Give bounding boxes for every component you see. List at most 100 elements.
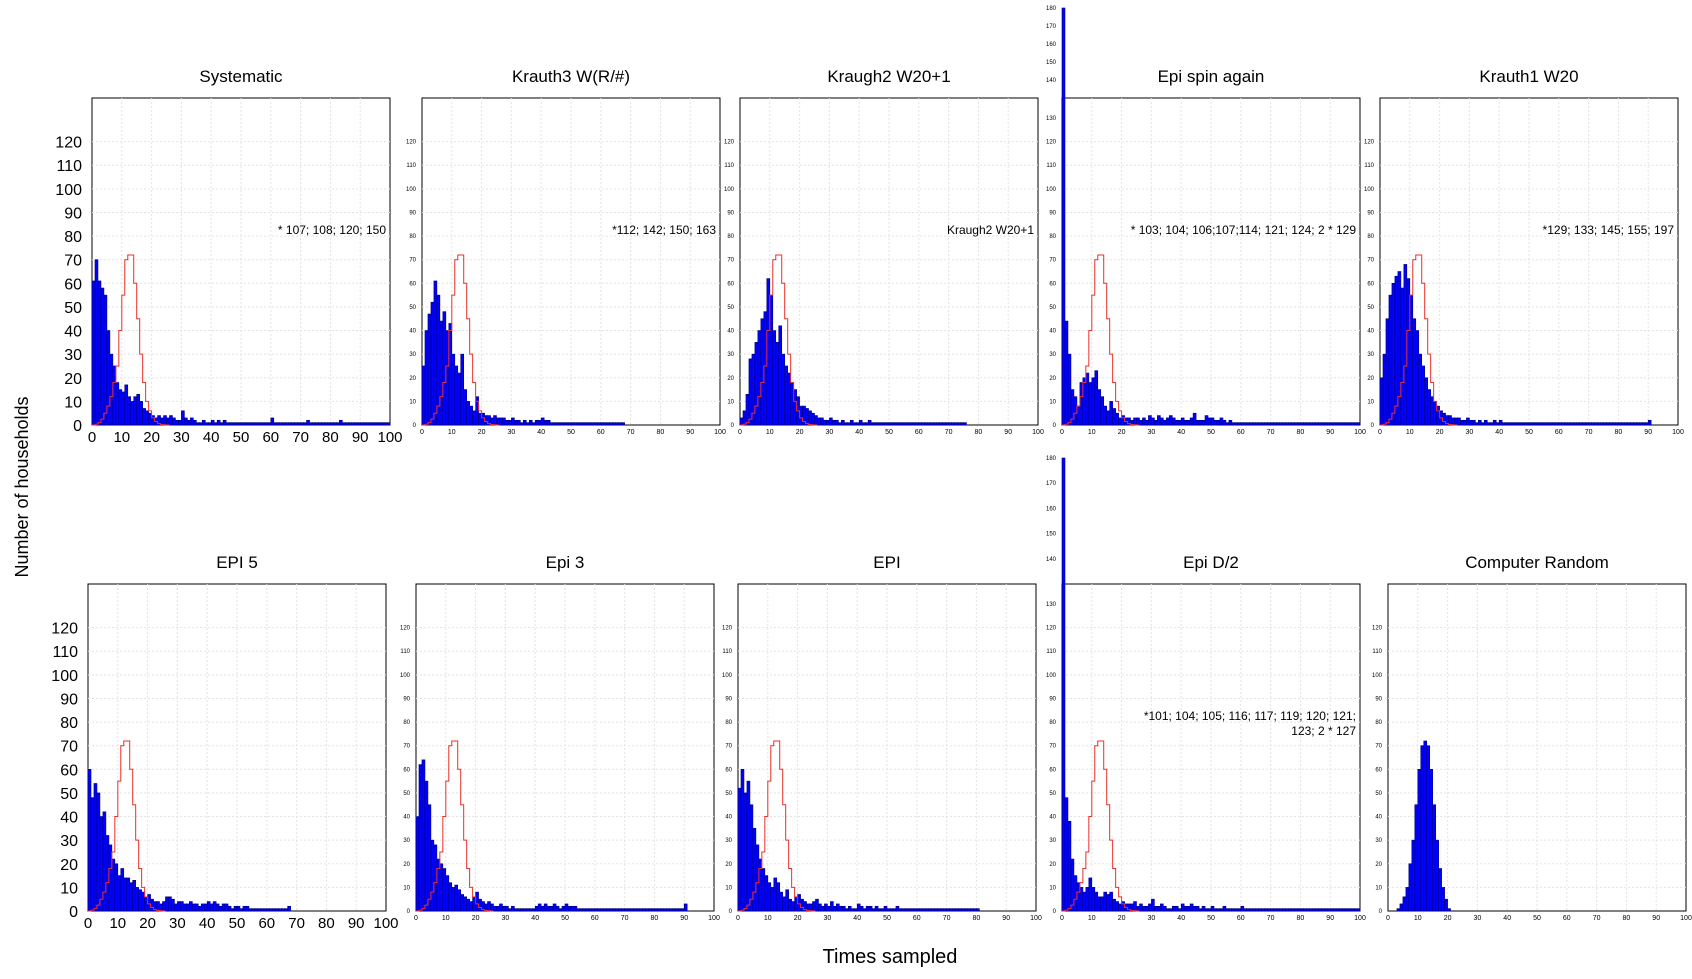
histogram-bar (1335, 422, 1340, 426)
y-tick-label: 50 (727, 305, 734, 311)
histogram-bar (1582, 422, 1586, 426)
x-tick-label: 70 (288, 915, 305, 932)
histogram-bar (1270, 422, 1274, 426)
histogram-bar (1243, 908, 1248, 912)
histogram-bar (970, 908, 974, 912)
histogram-bar (451, 887, 456, 912)
histogram-bar (743, 792, 748, 912)
histogram-bar (1426, 745, 1431, 912)
histogram-bar (1641, 422, 1646, 426)
histogram-bar (306, 419, 310, 426)
histogram-bar (115, 382, 120, 426)
histogram-bar (439, 320, 444, 426)
histogram-bar (600, 908, 605, 912)
histogram-bar (273, 422, 278, 426)
histogram-bar (424, 330, 429, 426)
histogram-bar (472, 410, 476, 426)
histogram-bar (867, 419, 872, 426)
histogram-bar (844, 908, 849, 912)
x-tick-label: 100 (1672, 429, 1684, 436)
histogram-bar (1064, 320, 1069, 426)
histogram-bar (460, 353, 465, 426)
histogram-bar (1528, 422, 1533, 426)
x-tick-label: 80 (657, 429, 665, 436)
panel-8: 0 10 20 30 40 50 60 70 80 90 100 0 10 20 30 40 50 60 70 80 9… (722, 553, 1042, 922)
histogram-bar (588, 422, 593, 426)
y-tick-label: 60 (60, 762, 78, 779)
histogram-bar (139, 401, 143, 426)
histogram-bar (888, 422, 893, 426)
histogram-bar (1338, 908, 1343, 912)
histogram-bar (877, 908, 882, 912)
y-tick-label: 80 (725, 720, 732, 726)
reference-curve (1062, 740, 1140, 912)
histogram-bar (772, 330, 777, 426)
histogram-bar (1270, 908, 1274, 912)
y-tick-label: 110 (52, 644, 78, 661)
histogram-bar (1513, 422, 1518, 426)
histogram-bar (282, 422, 287, 426)
histogram-bar (1609, 422, 1613, 426)
y-tick-label: 40 (725, 815, 732, 821)
histogram-bar (97, 280, 102, 426)
histogram-bar (1481, 422, 1485, 426)
histogram-bar (1082, 891, 1087, 912)
histogram-bar (1285, 422, 1289, 426)
panel-annotation: *129; 133; 145; 155; 197 (1543, 223, 1675, 237)
histogram-bar (206, 901, 211, 912)
histogram-bar (1273, 422, 1277, 426)
histogram-bar (94, 259, 99, 426)
x-tick-label: 100 (708, 915, 720, 922)
histogram-bar (1195, 419, 1200, 426)
histogram-bar (873, 422, 878, 426)
histogram-bar (948, 422, 952, 426)
y-tick-label: 30 (403, 838, 410, 844)
histogram-bar (1501, 422, 1506, 426)
histogram-bar (1207, 417, 1212, 426)
histogram-bar (576, 908, 581, 912)
histogram-bar (1335, 908, 1340, 912)
y-tick-label: 100 (1372, 673, 1383, 679)
x-tick-label: 60 (258, 915, 275, 932)
histogram-bar (1148, 903, 1152, 912)
y-tick-label: 80 (60, 715, 78, 732)
histogram-bar (830, 901, 834, 912)
histogram-bar (764, 875, 769, 912)
histogram-bar (870, 422, 875, 426)
histogram-bar (891, 422, 896, 426)
y-tick-label: 110 (722, 649, 732, 655)
histogram-bar (415, 816, 420, 912)
histogram-bar (913, 908, 918, 912)
histogram-bar (936, 422, 940, 426)
y-tick-label: 10 (1375, 885, 1382, 891)
panel-1: 0 10 20 30 40 50 60 70 80 90 100 0 10 20 30 40 50 60 70 80 9… (55, 67, 402, 446)
histogram-bar (1160, 903, 1164, 912)
y-tick-label: 0 (413, 423, 417, 429)
x-tick-label: 50 (1207, 429, 1215, 436)
histogram-bar (1255, 908, 1259, 912)
y-tick-label: 10 (60, 880, 78, 897)
histogram-bar (1106, 894, 1110, 912)
x-tick-label: 80 (1623, 915, 1631, 922)
x-tick-label: 40 (531, 915, 539, 922)
histogram-bar (1396, 908, 1401, 912)
histogram-bar (263, 908, 268, 912)
histogram-bar (1552, 422, 1557, 426)
x-tick-label: 0 (736, 915, 740, 922)
histogram-bar (1644, 422, 1649, 426)
histogram-bar (1279, 908, 1283, 912)
histogram-bar (1495, 422, 1500, 426)
histogram-bar (1154, 419, 1158, 426)
histogram-bar (198, 422, 203, 426)
histogram-bar (1350, 422, 1355, 426)
histogram-bar (175, 419, 179, 426)
panel-9: 0 10 20 30 40 50 60 70 80 90 100 0 10 20 30 40 50 60 70 80 9… (1046, 456, 1366, 922)
histogram-bar (1210, 417, 1215, 426)
histogram-bar (919, 908, 924, 912)
panel-6: 0 10 20 30 40 50 60 70 80 90 100 0 10 20 30 40 50 60 70 80 9… (51, 553, 398, 932)
histogram-bar (1320, 908, 1325, 912)
histogram-bar (451, 353, 456, 426)
x-tick-label: 70 (1585, 429, 1593, 436)
histogram-bar (1103, 405, 1107, 426)
histogram-bar (1300, 422, 1304, 426)
